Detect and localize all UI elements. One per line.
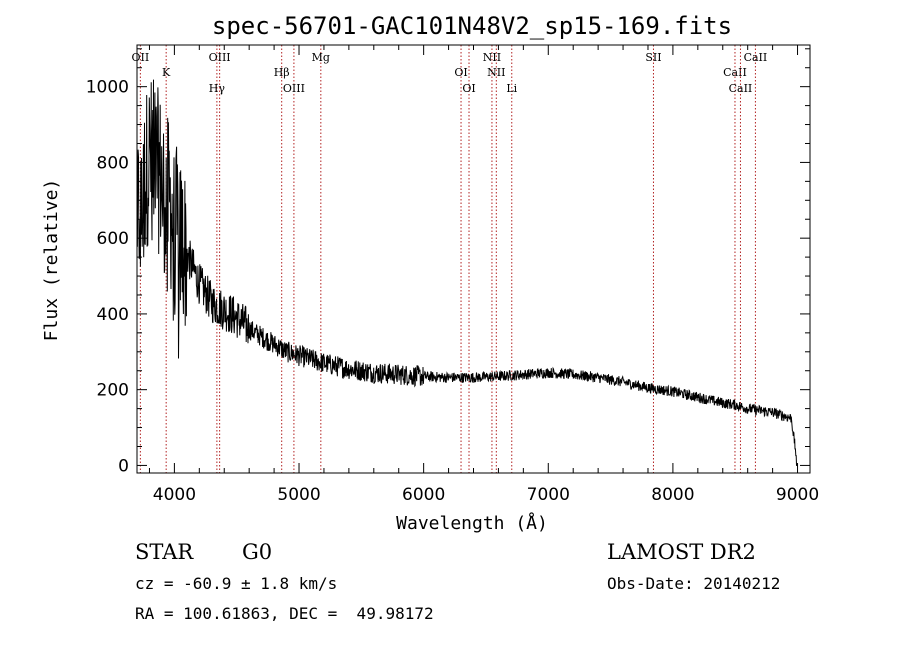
y-tick-label: 1000 — [86, 78, 129, 98]
line-marker-label: NII — [487, 66, 505, 79]
observation-date: Obs-Date: 20140212 — [607, 574, 781, 593]
y-axis-label: Flux (relative) — [41, 179, 62, 342]
line-marker-label: OI — [462, 82, 475, 95]
x-tick-label: 5000 — [277, 485, 320, 505]
line-marker-label: Hβ — [274, 66, 290, 79]
line-marker-label: Mg — [312, 51, 330, 64]
x-axis-label: Wavelength (Å) — [396, 512, 548, 534]
survey-name: LAMOST DR2 — [607, 540, 756, 564]
y-tick-label: 600 — [97, 229, 129, 249]
line-marker-label: OIII — [209, 51, 231, 64]
plot-frame — [136, 44, 811, 474]
redshift-velocity: cz = -60.9 ± 1.8 km/s — [135, 574, 338, 593]
object-subclass: G0 — [242, 540, 273, 564]
line-marker-label: NII — [483, 51, 501, 64]
line-marker-label: CaII — [729, 82, 753, 95]
y-tick-label: 400 — [97, 305, 129, 325]
line-marker-label: K — [162, 66, 171, 79]
x-tick-label: 7000 — [527, 485, 570, 505]
chart-title: spec-56701-GAC101N48V2_sp15-169.fits — [212, 12, 732, 40]
x-tick-label: 4000 — [153, 485, 196, 505]
line-marker-label: Hγ — [209, 82, 226, 95]
y-tick-label: 200 — [97, 381, 129, 401]
x-tick-label: 6000 — [402, 485, 445, 505]
x-tick-label: 8000 — [651, 485, 694, 505]
line-marker-label: CaII — [744, 51, 768, 64]
x-tick-label: 9000 — [776, 485, 819, 505]
line-marker-label: Li — [506, 82, 517, 95]
line-marker-label: OII — [132, 51, 150, 64]
object-class: STAR — [135, 540, 194, 564]
line-marker-label: OI — [454, 66, 467, 79]
y-tick-label: 800 — [97, 153, 129, 173]
plot-area: OIIKHγOIIIHβOIIIMgOIOINIINIILiSIICaIICaI… — [86, 44, 819, 505]
line-marker-label: SII — [645, 51, 661, 64]
sky-coordinates: RA = 100.61863, DEC = 49.98172 — [135, 604, 434, 623]
line-marker-label: CaII — [723, 66, 747, 79]
line-marker-label: OIII — [283, 82, 305, 95]
y-tick-label: 0 — [118, 456, 129, 476]
spectrum-line — [137, 79, 798, 466]
